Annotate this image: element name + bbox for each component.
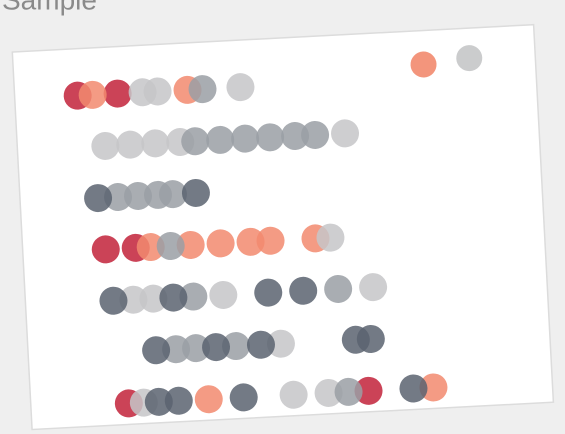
dot	[266, 329, 295, 358]
dot	[103, 79, 132, 108]
dot	[202, 333, 231, 362]
dot	[301, 120, 330, 149]
dot	[158, 180, 187, 209]
legend-marker	[410, 51, 437, 78]
dot	[289, 276, 318, 305]
dot	[143, 77, 172, 106]
plot-area	[63, 73, 448, 418]
dot	[256, 123, 285, 152]
chart-title: Sample	[2, 0, 97, 15]
dot	[188, 75, 217, 104]
dot	[99, 286, 128, 315]
dot	[419, 373, 448, 402]
dot	[162, 335, 191, 364]
dot	[222, 332, 251, 361]
dot	[181, 178, 210, 207]
dot	[91, 235, 120, 264]
dot	[206, 229, 235, 258]
dot	[324, 274, 353, 303]
card-frame	[11, 23, 555, 431]
dot	[229, 383, 258, 412]
dot	[78, 80, 107, 109]
dot	[144, 387, 173, 416]
dot	[84, 184, 113, 213]
dot	[176, 230, 205, 259]
dot	[179, 282, 208, 311]
dot	[254, 278, 283, 307]
dot	[226, 73, 255, 102]
dot	[119, 285, 148, 314]
dot	[156, 232, 185, 261]
dot	[314, 378, 343, 407]
dot	[91, 131, 120, 160]
dot	[246, 330, 275, 359]
dot	[334, 377, 363, 406]
dot	[206, 125, 235, 154]
dot	[316, 223, 345, 252]
dot	[139, 284, 168, 313]
dot	[182, 334, 211, 363]
dot	[181, 127, 210, 156]
dot	[194, 385, 223, 414]
dot	[279, 380, 308, 409]
dot	[124, 181, 153, 210]
card	[11, 23, 555, 431]
dot	[116, 130, 145, 159]
dot	[331, 119, 360, 148]
dot	[256, 226, 285, 255]
dot	[399, 374, 428, 403]
dot	[209, 280, 238, 309]
dot	[104, 183, 133, 212]
dot	[159, 283, 188, 312]
dot	[136, 233, 165, 262]
dot	[164, 386, 193, 415]
dot	[354, 376, 383, 405]
dot	[281, 122, 310, 151]
dot	[142, 336, 171, 365]
dot	[359, 273, 388, 302]
dot	[141, 129, 170, 158]
legend-marker	[456, 45, 483, 72]
dot	[231, 124, 260, 153]
dot	[236, 227, 265, 256]
dot	[356, 324, 385, 353]
